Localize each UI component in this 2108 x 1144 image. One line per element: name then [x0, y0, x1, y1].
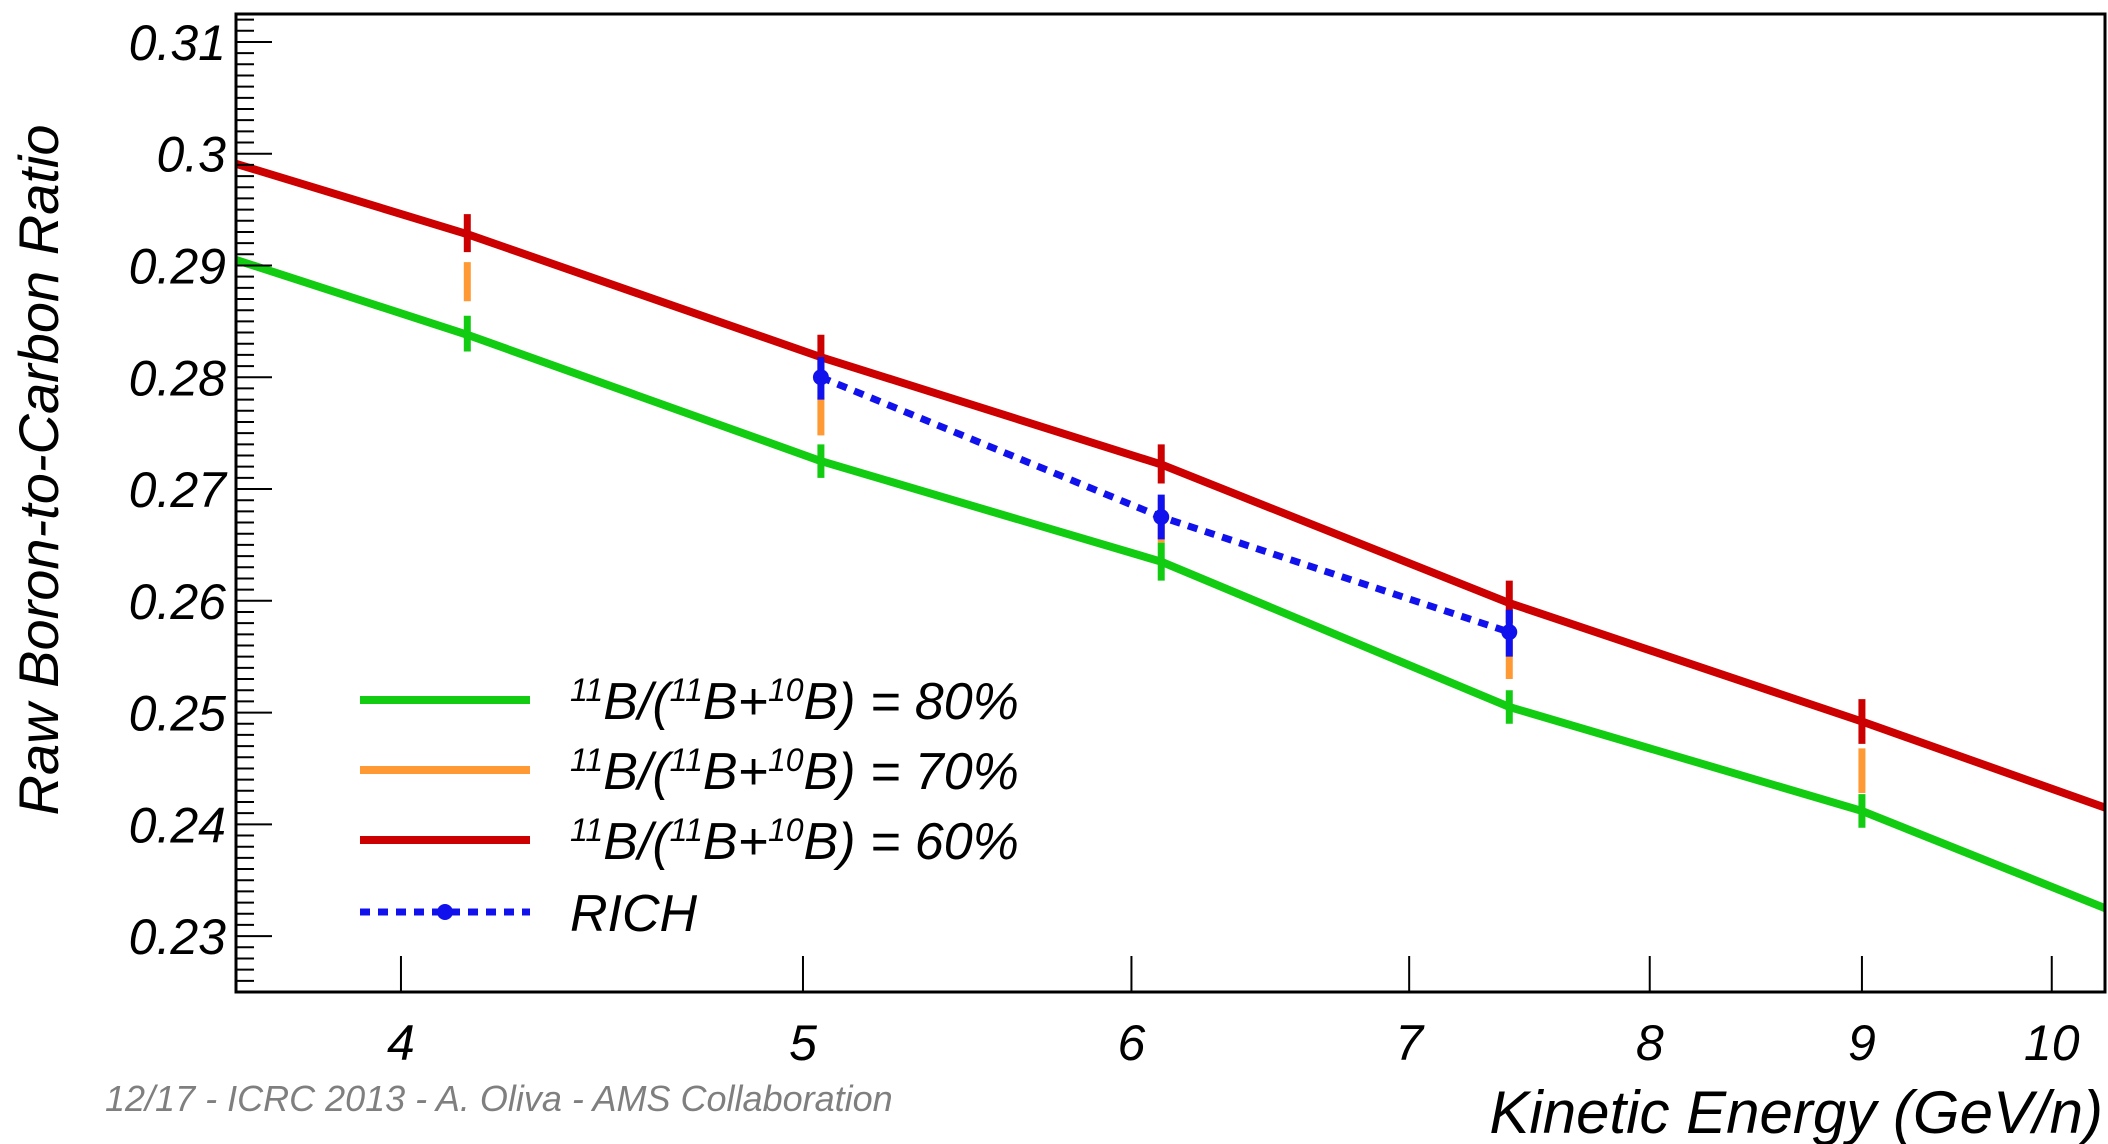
legend-text: B) = 60% — [804, 813, 1019, 871]
y-tick-label: 0.23 — [129, 909, 227, 965]
legend-superscript: 10 — [768, 812, 804, 848]
legend: 11B/(11B+10B) = 80%11B/(11B+10B) = 70%11… — [360, 672, 1019, 943]
legend-text: B) = 70% — [804, 743, 1019, 801]
legend-superscript: 10 — [768, 672, 804, 708]
legend-text: B+ — [703, 673, 768, 731]
legend-superscript: 11 — [670, 672, 703, 708]
legend-label-1: 11B/(11B+10B) = 70% — [570, 742, 1019, 801]
y-tick-label: 0.26 — [129, 574, 227, 630]
axes-layer: 0.23 0.24 0.25 0.26 0.27 0.28 0.29 0.3 0.31 4 5 6 7 8… — [129, 12, 2107, 1071]
series-3-marker — [1501, 624, 1518, 641]
legend-superscript: 11 — [670, 812, 703, 848]
legend-text: B/( — [603, 743, 674, 801]
legend-superscript: 11 — [570, 742, 603, 778]
footer-text: 12/17 - ICRC 2013 - A. Oliva - AMS Colla… — [105, 1078, 893, 1119]
series-layer — [236, 159, 2105, 912]
legend-label-3: RICH — [570, 885, 698, 943]
x-tick-label: 9 — [1848, 1015, 1876, 1071]
y-tick-label: 0.3 — [156, 127, 226, 183]
legend-superscript: 11 — [570, 672, 603, 708]
y-axis-title: Raw Boron-to-Carbon Ratio — [7, 125, 70, 816]
y-tick-label: 0.27 — [129, 462, 229, 518]
legend-label-0: 11B/(11B+10B) = 80% — [570, 672, 1019, 731]
x-tick-label: 8 — [1636, 1015, 1664, 1071]
legend-text: B/( — [603, 673, 674, 731]
series-3-marker — [1153, 508, 1170, 525]
y-tick-label: 0.25 — [129, 686, 227, 742]
y-tick-label: 0.28 — [129, 350, 227, 406]
x-tick-label: 10 — [2024, 1015, 2080, 1071]
y-tick-label: 0.31 — [129, 15, 226, 71]
legend-superscript: 11 — [670, 742, 703, 778]
y-tick-label: 0.29 — [129, 238, 226, 294]
y-tick-label: 0.24 — [129, 797, 226, 853]
legend-text: B+ — [703, 743, 768, 801]
plot-frame — [234, 12, 2107, 994]
legend-superscript: 11 — [570, 812, 603, 848]
legend-text: B) = 80% — [804, 673, 1019, 731]
legend-text: B+ — [703, 813, 768, 871]
x-axis-title: Kinetic Energy (GeV/n) — [1489, 1079, 2103, 1144]
legend-superscript: 10 — [768, 742, 804, 778]
legend-text: B/( — [603, 813, 674, 871]
series-3-marker — [812, 369, 829, 386]
legend-marker-3 — [437, 904, 453, 920]
legend-label-2: 11B/(11B+10B) = 60% — [570, 812, 1019, 871]
x-tick-label: 7 — [1395, 1015, 1425, 1071]
x-tick-label: 5 — [789, 1015, 817, 1071]
x-tick-label: 4 — [387, 1015, 415, 1071]
x-tick-label: 6 — [1118, 1015, 1146, 1071]
